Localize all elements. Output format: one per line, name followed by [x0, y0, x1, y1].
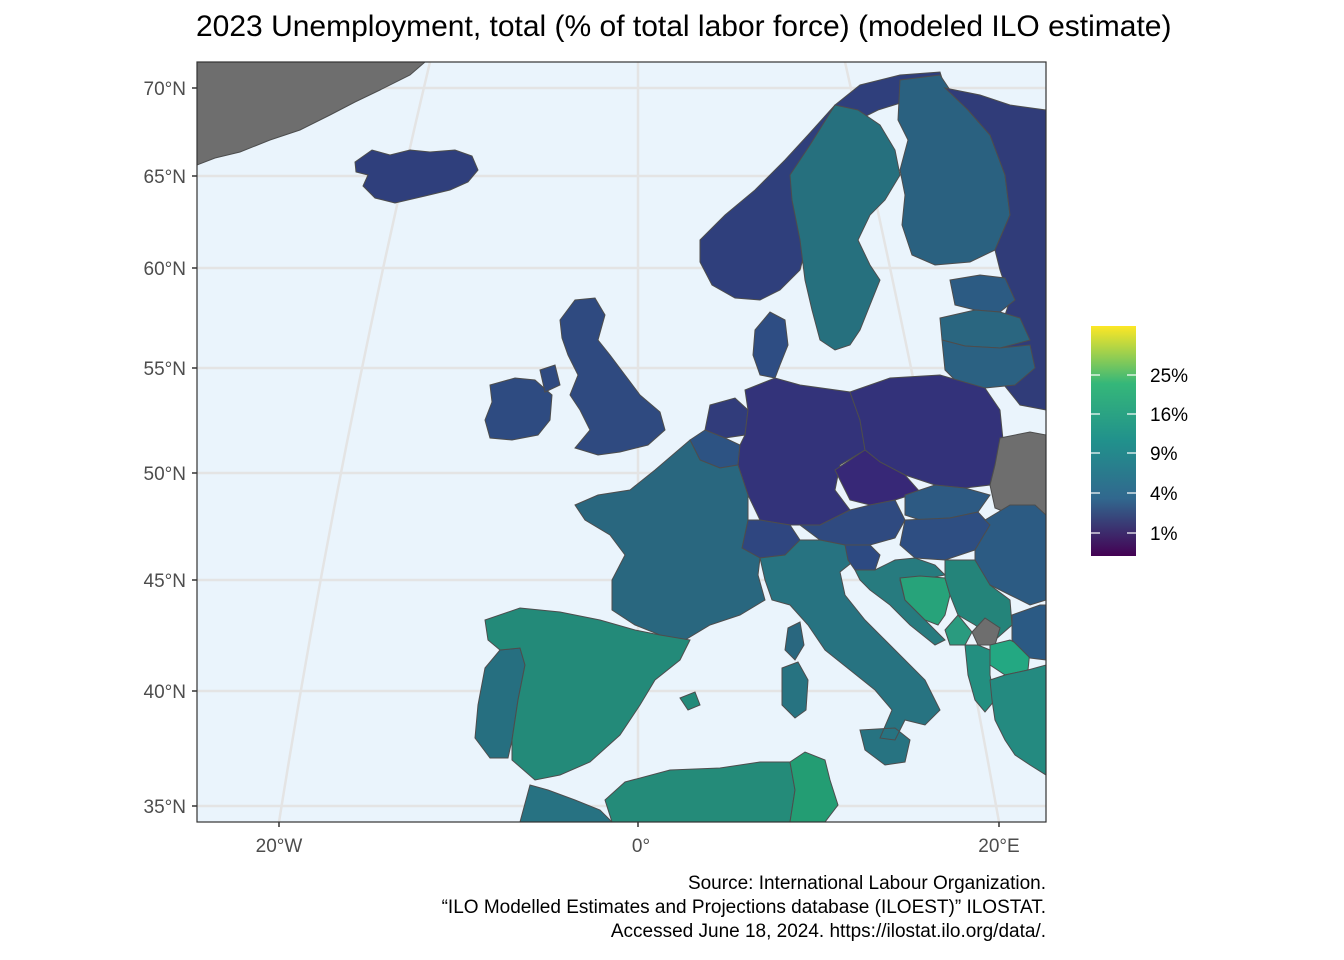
region-balearic [679, 691, 701, 711]
legend-colorbar [1091, 326, 1136, 556]
region-corsica [784, 621, 805, 661]
map-title: 2023 Unemployment, total (% of total lab… [196, 10, 1172, 43]
legend-label-25: 25% [1150, 366, 1188, 387]
y-tick-label-45n: 45°N [144, 571, 186, 592]
region-bulgaria [1011, 604, 1046, 661]
region-sardinia [781, 661, 809, 719]
region-kosovo [971, 617, 1001, 646]
x-tick-label-20w: 20°W [256, 836, 303, 857]
map-panel-border [196, 61, 1047, 823]
y-tick-label-50n: 50°N [144, 464, 186, 485]
region-greenland [197, 62, 426, 166]
region-iceland [354, 149, 479, 204]
region-montenegro [944, 614, 973, 646]
region-algeria [604, 761, 796, 822]
region-lithuania [941, 339, 1036, 389]
legend-label-1: 1% [1150, 524, 1178, 545]
region-greece [989, 664, 1046, 776]
y-tick-label-60n: 60°N [144, 259, 186, 280]
legend-label-4: 4% [1150, 484, 1178, 505]
y-tick-label-70n: 70°N [144, 79, 186, 100]
y-tick-label-35n: 35°N [144, 797, 186, 818]
legend: 25% 16% 9% 4% 1% [1091, 326, 1188, 556]
caption-line-1: Source: International Labour Organizatio… [687, 873, 1046, 894]
caption-line-2: “ILO Modelled Estimates and Projections … [441, 897, 1046, 918]
region-bosnia [899, 575, 951, 626]
region-france [574, 439, 766, 641]
region-sweden [789, 104, 901, 351]
region-tunisia [789, 751, 839, 822]
region-norway [699, 71, 946, 301]
legend-label-9: 9% [1150, 444, 1178, 465]
legend-label-16: 16% [1150, 405, 1188, 426]
region-estonia [949, 274, 1016, 313]
y-tick-label-65n: 65°N [144, 167, 186, 188]
x-axis: 20°W 0° 20°E [256, 822, 1020, 857]
source-caption: Source: International Labour Organizatio… [442, 872, 1046, 944]
countries [197, 62, 1046, 822]
region-morocco [519, 784, 613, 822]
caption-line-3: Accessed June 18, 2024. https://ilostat.… [610, 921, 1046, 942]
y-tick-label-40n: 40°N [144, 682, 186, 703]
y-axis: 70°N 65°N 60°N 55°N 50°N 45°N 40°N 35°N [144, 79, 197, 818]
region-uk [539, 297, 666, 456]
region-denmark [752, 311, 789, 379]
region-ireland [484, 377, 553, 441]
region-spain [484, 607, 691, 781]
y-tick-label-55n: 55°N [144, 359, 186, 380]
x-tick-label-0: 0° [632, 836, 650, 857]
x-tick-label-20e: 20°E [978, 836, 1019, 857]
region-romania [974, 504, 1046, 606]
